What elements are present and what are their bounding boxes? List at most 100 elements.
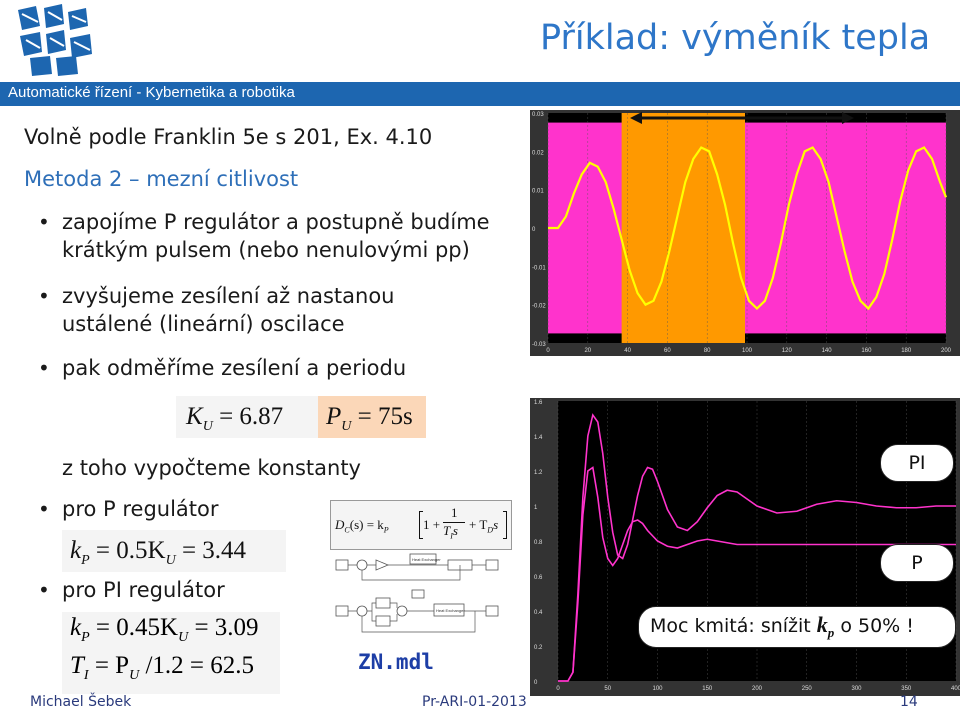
- x-tick-label: 300: [851, 686, 862, 692]
- eq-rhs: = 3.44: [181, 537, 247, 564]
- frac-bar: [443, 522, 465, 523]
- bullet-dot: •: [38, 210, 50, 234]
- series-p-line: [558, 466, 956, 682]
- kp-p-equation: kP = 0.5KU = 3.44: [62, 530, 286, 572]
- bullet-dot: •: [38, 497, 50, 521]
- bullet-dot: •: [38, 284, 50, 308]
- y-tick-label: 1.2: [534, 470, 543, 476]
- eq-rhs: /1.2 = 62.5: [145, 652, 255, 679]
- eq-mid: = 0.45K: [95, 614, 179, 641]
- ku-sub: U: [202, 419, 213, 434]
- x-tick-label: 100: [742, 348, 753, 354]
- ti-pi-equation: TI = PU /1.2 = 62.5: [70, 652, 254, 684]
- y-tick-label: 0.03: [532, 112, 544, 118]
- eq-sub: U: [165, 553, 176, 568]
- eq-rhs: = 3.09: [194, 614, 259, 641]
- x-tick-label: 120: [782, 348, 793, 354]
- x-tick-label: 100: [652, 686, 663, 692]
- pu-sub: U: [341, 419, 352, 434]
- eq-sub: I: [83, 668, 89, 683]
- header-band: [0, 82, 960, 106]
- eq-sym: T: [70, 652, 84, 679]
- eq-mid: = P: [94, 652, 130, 679]
- frac-den-s: s: [452, 523, 458, 538]
- y-tick-label: 1: [534, 505, 538, 511]
- x-tick-label: 160: [861, 348, 872, 354]
- orange-period-band: [621, 113, 746, 343]
- x-tick-label: 140: [822, 348, 833, 354]
- constants-line: z toho vypočteme konstanty: [62, 456, 361, 480]
- footer-code: Pr-ARI-01-2013: [422, 694, 527, 710]
- x-tick-label: 40: [624, 348, 631, 354]
- note-main: Moc kmitá: snížit: [650, 615, 811, 637]
- y-tick-label: 0.6: [534, 575, 543, 581]
- pi-regulator-label: pro PI regulátor: [62, 578, 225, 602]
- frac-num: 1: [451, 505, 458, 520]
- y-tick-label: 0.4: [534, 610, 543, 616]
- header-band-text: Automatické řízení - Kybernetika a robot…: [8, 84, 295, 101]
- y-tick-label: 1.6: [534, 400, 543, 406]
- p-regulator-line: • pro P regulátor: [38, 497, 219, 521]
- x-tick-label: 200: [752, 686, 763, 692]
- bottom-chart-lines: [558, 413, 956, 682]
- x-tick-label: 400: [951, 686, 960, 692]
- series-pi-line: [558, 413, 956, 682]
- pi-equations-box: [62, 612, 280, 694]
- footer-page: 14: [900, 694, 918, 710]
- td-term: + TDs: [469, 517, 498, 535]
- dc-sym: D: [335, 517, 345, 532]
- x-tick-label: 0: [556, 686, 560, 692]
- simulink-diagram[interactable]: Heat Exchanger Heat Exchanger: [330, 550, 510, 640]
- method-heading: Metoda 2 – mezní citlivost: [24, 167, 299, 191]
- eq-sym: k: [70, 537, 82, 564]
- period-arrow: [630, 112, 854, 124]
- ku-symbol: K: [186, 403, 203, 430]
- pi-label: PI: [880, 444, 954, 482]
- dc-formula: DC(s) = kP: [335, 517, 389, 535]
- eq-mid: = 0.5K: [95, 537, 166, 564]
- y-tick-label: 1.4: [534, 435, 543, 441]
- bullet-2-line1: zvyšujeme zesílení až nastanou: [62, 284, 395, 308]
- x-tick-label: 250: [802, 686, 813, 692]
- source-line: Volně podle Franklin 5e s 201, Ex. 4.10: [24, 125, 433, 149]
- y-tick-label: 0.01: [532, 189, 544, 195]
- pu-equation: PU = 75s: [318, 396, 426, 438]
- p-regulator-label: pro P regulátor: [62, 497, 219, 521]
- bullet-1-line1: zapojíme P regulátor a postupně budíme: [62, 210, 490, 234]
- footer-author: Michael Šebek: [30, 694, 132, 710]
- note-k: k: [816, 612, 828, 637]
- pi-regulator-line: • pro PI regulátor: [38, 578, 225, 602]
- y-tick-label: -0.03: [532, 342, 546, 348]
- x-tick-label: 80: [704, 348, 711, 354]
- y-tick-label: 0: [534, 680, 538, 686]
- y-tick-label: 0.02: [532, 150, 544, 156]
- x-tick-label: 350: [901, 686, 912, 692]
- signal-line: [548, 146, 948, 311]
- note-callout: [638, 606, 956, 648]
- bracket-right: [503, 511, 507, 539]
- bullet-1-line2: krátkým pulsem (nebo nenulovými pp): [62, 238, 470, 262]
- td-s: s: [493, 517, 499, 532]
- p-label: P: [880, 544, 954, 582]
- eq-sub: P: [81, 630, 90, 645]
- note-tail: o 50% !: [840, 615, 914, 637]
- x-tick-label: 20: [584, 348, 591, 354]
- eq-sub: P: [81, 553, 90, 568]
- bullet-3-line1: pak odměříme zesílení a periodu: [62, 356, 407, 380]
- note-k-sub: p: [827, 624, 835, 640]
- x-tick-label: 180: [901, 348, 912, 354]
- bullet-dot: •: [38, 578, 50, 602]
- bullet-2-line2: ustálené (lineární) oscilace: [62, 312, 345, 336]
- y-tick-label: -0.01: [532, 265, 546, 271]
- pid-formula-box: DC(s) = kP 1 + 1 TIs + TDs: [330, 500, 512, 550]
- pu-value: = 75s: [357, 403, 413, 430]
- td-sub: D: [487, 525, 494, 535]
- eq-sym: k: [70, 614, 82, 641]
- top-chart-line: [548, 146, 948, 311]
- ku-value: = 6.87: [219, 403, 284, 430]
- frac-den-sub: I: [450, 531, 453, 541]
- bullet-dot: •: [38, 356, 50, 380]
- model-filename: ZN.mdl: [358, 650, 434, 674]
- dc-rest-sub: P: [383, 525, 389, 535]
- bracket-left: [419, 511, 423, 539]
